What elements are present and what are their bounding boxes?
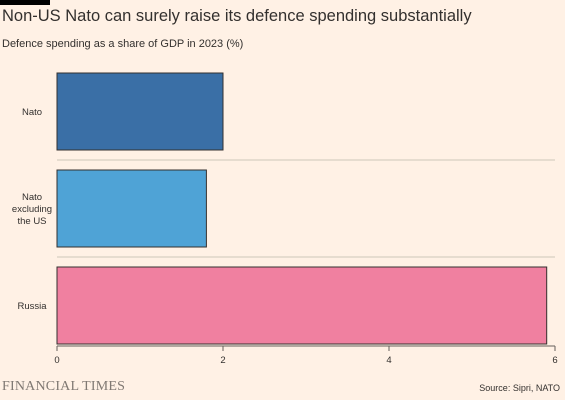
x-tick-label: 0 xyxy=(54,355,59,366)
category-label: Nato xyxy=(22,107,42,118)
bar xyxy=(56,169,207,248)
category-label: Russia xyxy=(17,301,47,312)
ft-top-rule xyxy=(0,0,50,5)
chart-title: Non-US Nato can surely raise its defence… xyxy=(2,7,472,25)
category-label: excluding xyxy=(12,204,52,215)
x-tick-label: 6 xyxy=(552,355,557,366)
x-tick-label: 4 xyxy=(386,355,391,366)
x-tick-label: 2 xyxy=(220,355,225,366)
chart-subtitle: Defence spending as a share of GDP in 20… xyxy=(2,38,244,50)
ft-logo-text: FINANCIAL TIMES xyxy=(2,379,126,394)
category-label: Nato xyxy=(22,192,42,203)
bar xyxy=(56,266,548,345)
bar xyxy=(56,72,224,151)
source-note: Source: Sipri, NATO xyxy=(479,383,560,393)
category-label: the US xyxy=(17,216,46,227)
